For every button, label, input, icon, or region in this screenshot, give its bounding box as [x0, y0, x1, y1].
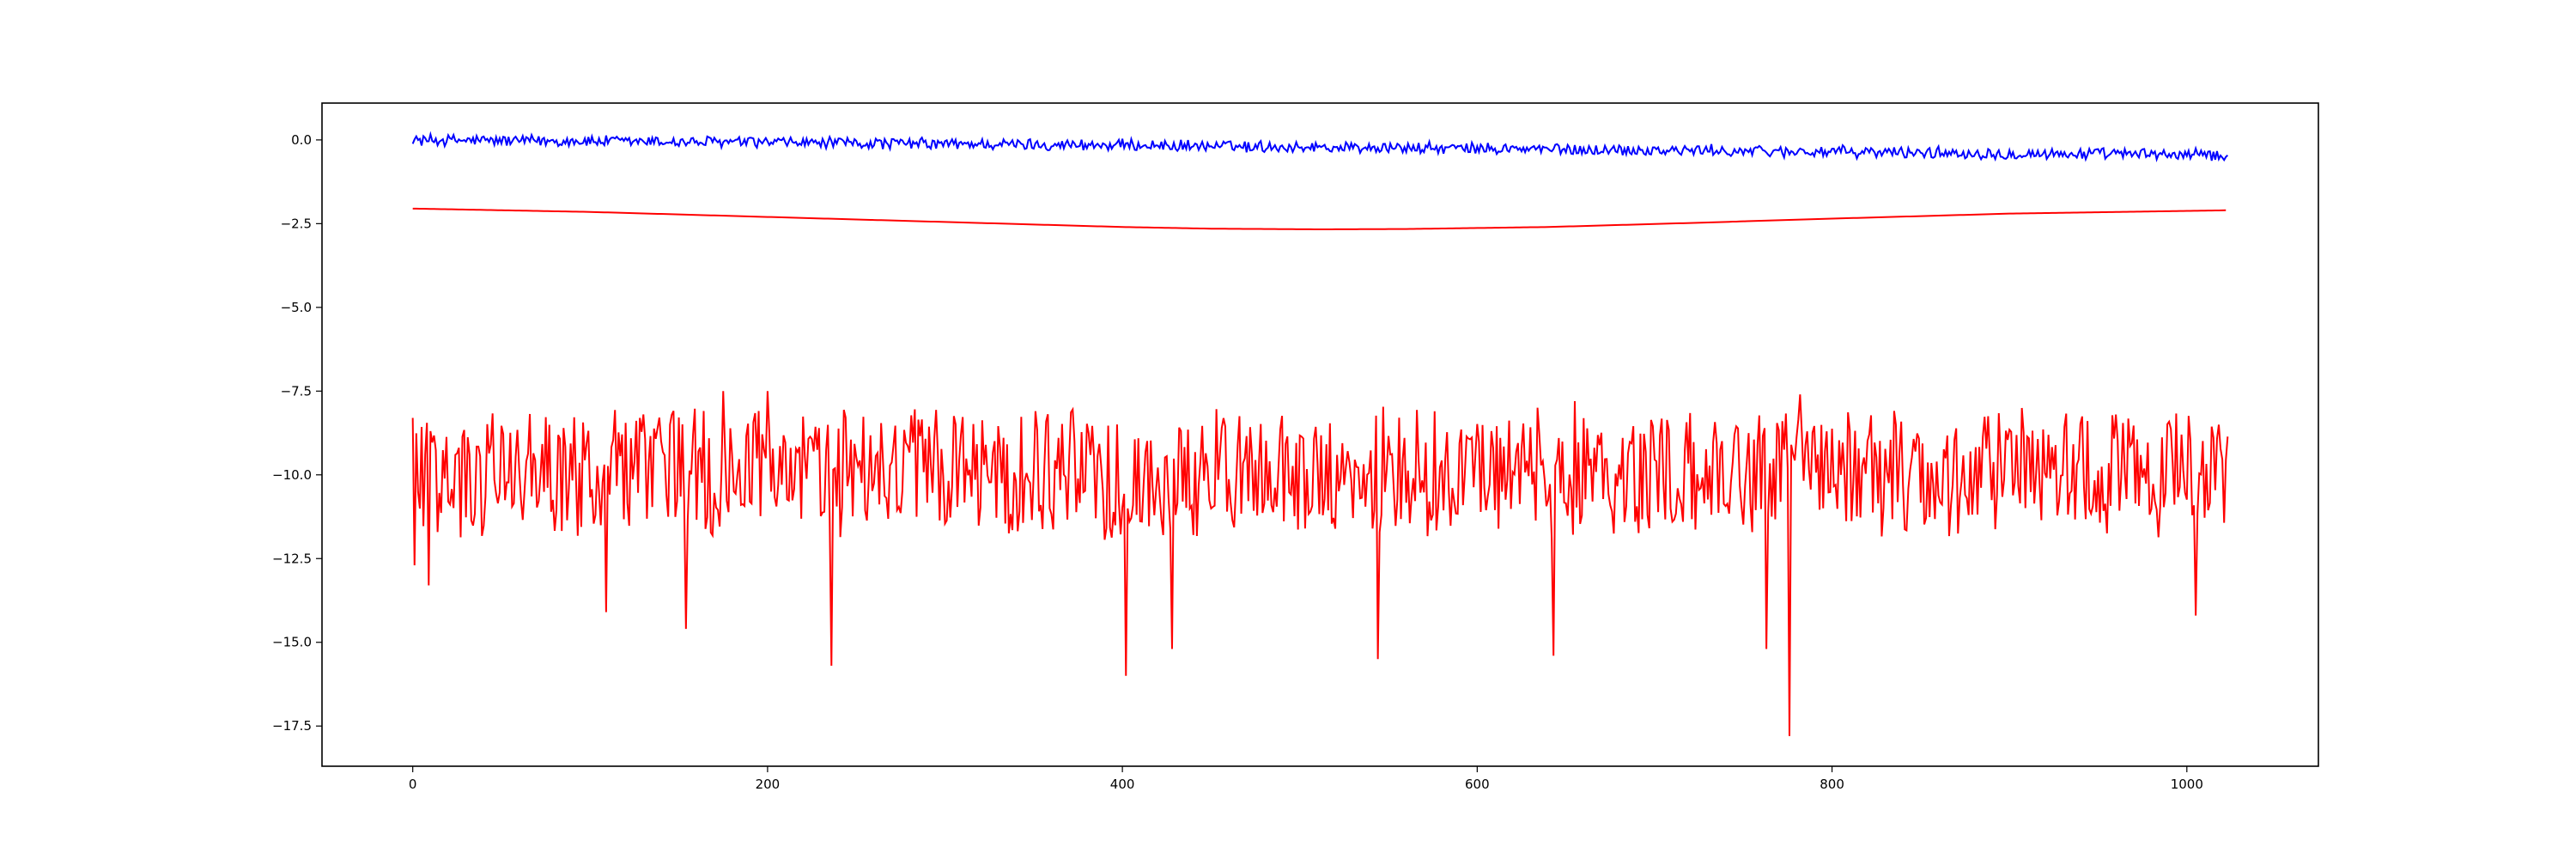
- y-tick-label: −2.5: [281, 216, 312, 231]
- x-tick-label: 800: [1820, 777, 1844, 792]
- plot-frame: [321, 102, 2319, 767]
- y-tick-label: −12.5: [272, 551, 312, 566]
- x-axis: 0 200 400 600 800 1000: [409, 766, 2203, 792]
- series-layer: [411, 131, 2229, 736]
- y-tick-label: 0.0: [291, 132, 312, 148]
- y-axis: 0.0 −2.5 −5.0 −7.5 −10.0 −12.5 −15.0 −17.5: [272, 132, 322, 734]
- y-tick-label: −17.5: [272, 718, 312, 734]
- x-tick-label: 1000: [2171, 777, 2203, 792]
- x-tick-label: 400: [1110, 777, 1135, 792]
- y-tick-label: −5.0: [281, 300, 312, 315]
- y-tick-label: −7.5: [281, 383, 312, 399]
- series-line-1: [411, 131, 2228, 162]
- x-tick-label: 0: [409, 777, 417, 792]
- x-tick-label: 600: [1465, 777, 1490, 792]
- y-tick-label: −15.0: [272, 635, 312, 650]
- series-line-3: [411, 391, 2229, 736]
- y-tick-label: −10.0: [272, 467, 312, 483]
- x-tick-label: 200: [756, 777, 781, 792]
- series-line-2: [412, 207, 2227, 230]
